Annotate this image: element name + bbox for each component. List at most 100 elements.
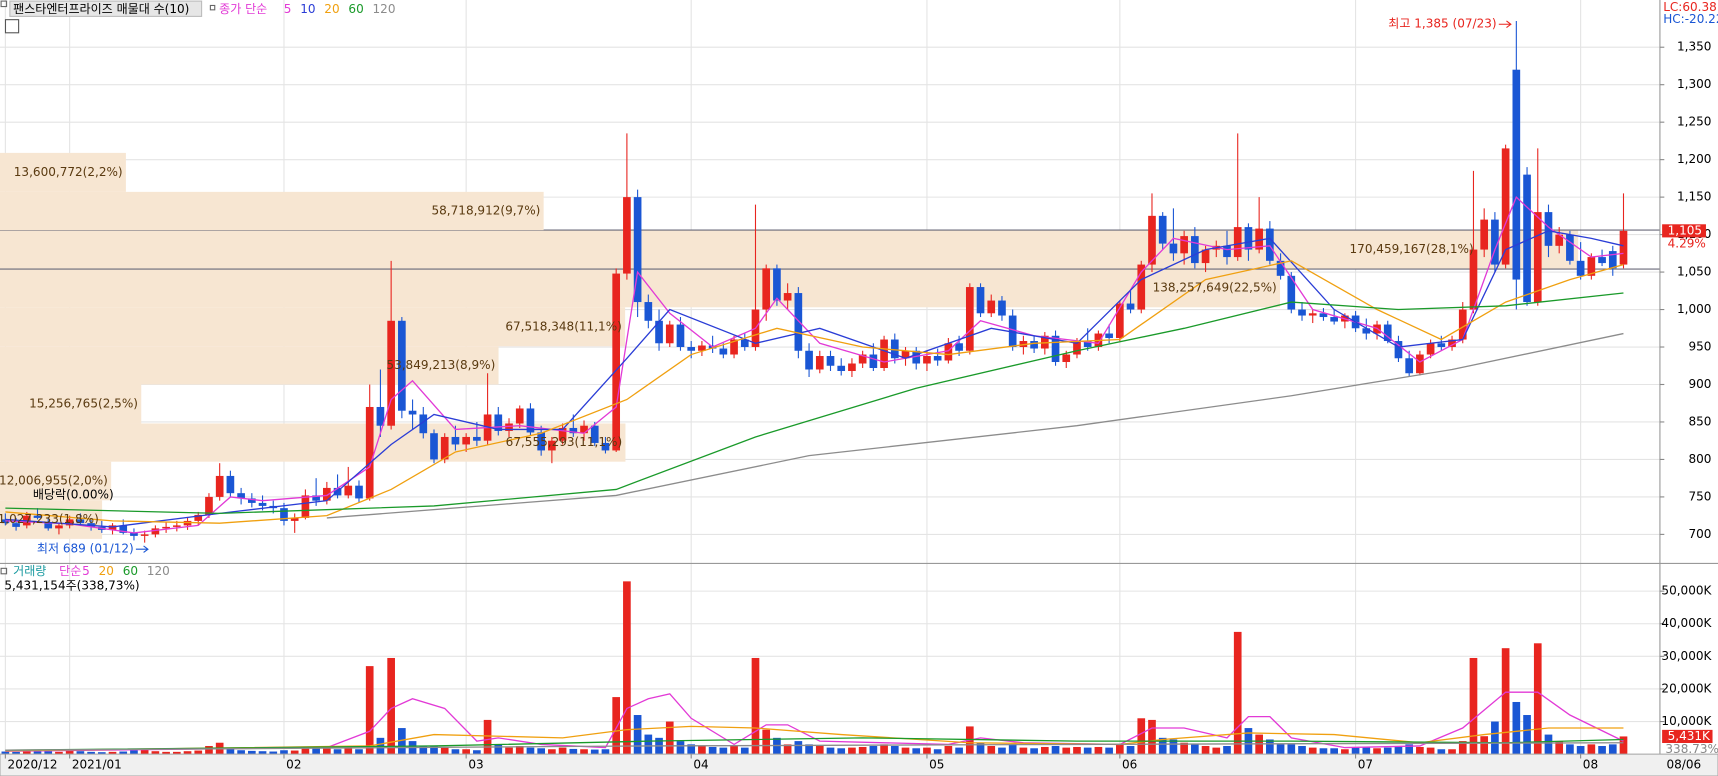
candle-body (119, 525, 128, 533)
candle-body (226, 475, 235, 494)
candle-body (633, 197, 642, 303)
volume-bar (869, 745, 878, 755)
volume-bar (1083, 747, 1092, 755)
volume-bar (162, 751, 170, 755)
volume-bar (1019, 747, 1028, 755)
candle-body (1158, 215, 1167, 244)
candle-body (237, 493, 245, 499)
volume-bar (1223, 745, 1231, 755)
volume-profile-label: 13,600,772(2,2%) (14, 165, 123, 179)
volume-bar (1008, 744, 1017, 755)
legend-marker (0, 567, 8, 575)
volume-bar (1448, 749, 1456, 755)
candle-body (1501, 148, 1510, 265)
candle-body (1201, 249, 1210, 264)
volume-bar (333, 749, 342, 755)
candle-body (344, 485, 353, 496)
volume-bar (923, 747, 931, 755)
candle-body (1523, 174, 1531, 303)
volume-profile-box (0, 307, 626, 347)
candle-body (194, 514, 203, 521)
corner-label: HC:-20.22 (1663, 12, 1718, 26)
volume-bar (1040, 746, 1049, 755)
backdrop-layer (0, 0, 1660, 755)
volume-bar (794, 741, 803, 755)
volume-bar (344, 745, 353, 755)
volume-bar (505, 747, 513, 755)
candle-body (1180, 236, 1188, 254)
y-tick-label: 1,200 (1677, 152, 1711, 166)
table-icon[interactable] (4, 19, 20, 34)
y-tick-label: 20,000K (1661, 681, 1712, 695)
volume-bar (858, 746, 867, 755)
candle-body (151, 528, 160, 535)
x-tick-label: 07 (1358, 758, 1373, 772)
last-date: 08/06 (1667, 758, 1702, 772)
volume-bar (815, 745, 824, 755)
candle-body (1126, 303, 1135, 310)
candle-body (323, 487, 331, 501)
volume-bar (355, 749, 363, 755)
volume-bar (601, 749, 610, 755)
y-tick-label: 900 (1688, 377, 1711, 391)
y-tick-label: 700 (1688, 527, 1711, 541)
candle-body (944, 343, 953, 361)
high-arrow (1498, 20, 1512, 28)
volume-bar (826, 747, 835, 755)
candle-body (376, 406, 385, 426)
candle-body (644, 302, 653, 321)
candle-body (515, 408, 524, 424)
candle-body (1287, 275, 1296, 310)
candle-body (1233, 227, 1242, 258)
volume-bar (290, 750, 299, 755)
candle-body (837, 365, 846, 372)
candle-body (783, 293, 792, 301)
candle-body (419, 414, 428, 434)
candle-body (33, 515, 42, 518)
volume-profile-box (0, 346, 499, 385)
candle-body (205, 496, 213, 515)
volume-bar (1501, 648, 1510, 755)
volume-bar (22, 751, 31, 755)
volume-bar (1512, 701, 1521, 755)
volume-profile-label: 138,257,649(22,5%) (1153, 281, 1277, 295)
candle-body (730, 339, 738, 355)
volume-bar (440, 747, 449, 755)
ma-line (5, 742, 1624, 751)
y-tick-label: 800 (1688, 452, 1711, 466)
x-tick-label: 02 (286, 758, 301, 772)
candle-body (1276, 260, 1285, 276)
volume-bar (623, 581, 631, 755)
volume-bar (783, 744, 792, 755)
candle-body (462, 436, 470, 445)
candle-body (912, 350, 921, 364)
volume-bar (526, 747, 535, 755)
volume-bar (12, 751, 20, 755)
candle-body (848, 363, 856, 372)
candle-body (290, 517, 299, 521)
candle-body (526, 408, 535, 433)
x-tick-label: 08 (1583, 758, 1598, 772)
volume-bar (912, 748, 921, 755)
candle-body (623, 197, 631, 274)
y-tick-label: 1,000 (1677, 302, 1711, 316)
legend-entry: 120 (147, 564, 170, 578)
x-tick-label: 03 (468, 758, 483, 772)
legend-entry: 120 (373, 2, 396, 16)
volume-bar (1169, 739, 1178, 755)
ma-line (5, 725, 1624, 752)
legend-entry: 20 (99, 564, 114, 578)
y-tick-label: 50,000K (1661, 584, 1712, 598)
x-tick-label: 06 (1122, 758, 1137, 772)
volume-bar (1319, 748, 1328, 755)
candle-body (1330, 317, 1338, 322)
volume-bar (130, 750, 138, 755)
candle-body (247, 498, 256, 503)
candle-body (773, 268, 781, 301)
volume-bar (901, 747, 910, 755)
candle-body (1544, 212, 1553, 246)
candle-body (1008, 315, 1017, 348)
volume-bar (65, 749, 74, 755)
candle-body (494, 414, 503, 431)
